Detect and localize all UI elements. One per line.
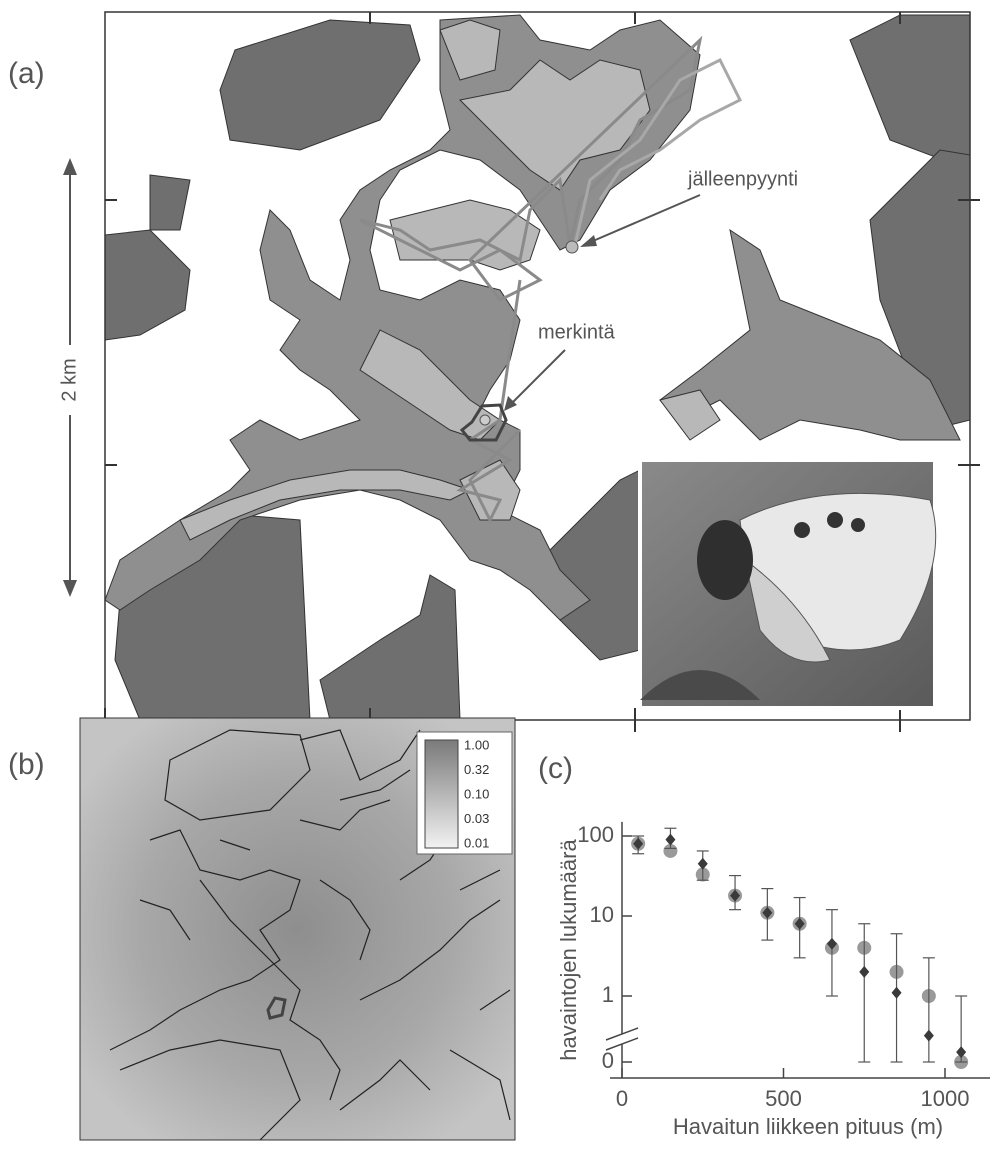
colorbar-label: 0.01 (464, 835, 489, 850)
y-axis-label: havaintojen lukumäärä (556, 839, 581, 1061)
inset-photo (640, 460, 936, 708)
recapture-point (566, 241, 578, 253)
y-tick-label: 1 (602, 982, 614, 1007)
marking-label: merkintä (538, 321, 616, 343)
diamond-marker (859, 966, 869, 978)
y-tick-label: 10 (590, 902, 614, 927)
colorbar-label: 0.32 (464, 762, 489, 777)
panel-label: (c) (538, 752, 573, 785)
diamond-marker (924, 1030, 934, 1042)
scale-label: 2 km (58, 358, 80, 401)
diamond-marker (665, 834, 675, 846)
figure: (a) 2 km jälleenpyynti merkintä (b) 1.00… (0, 0, 996, 1146)
diamond-marker (892, 987, 902, 999)
x-tick-label: 500 (765, 1086, 802, 1111)
arrowhead (504, 396, 517, 411)
y-tick-label: 0 (602, 1048, 614, 1073)
x-tick-label: 0 (616, 1086, 628, 1111)
panel-label: (b) (8, 748, 45, 781)
colorbar-label: 0.03 (464, 811, 489, 826)
arrowhead (580, 235, 597, 247)
recapture-label: jälleenpyynti (687, 168, 798, 190)
y-tick-label: 100 (577, 822, 614, 847)
marking-point (480, 415, 490, 425)
diamond-marker (698, 858, 708, 870)
x-axis-label: Havaitun liikkeen pituus (m) (673, 1114, 943, 1139)
panel-label: (a) (8, 57, 45, 90)
error-bar (923, 958, 935, 1062)
x-tick-label: 1000 (921, 1086, 970, 1111)
colorbar-label: 1.00 (464, 737, 489, 752)
annotation-arrow (510, 350, 565, 405)
axis-break-gap (612, 1034, 632, 1044)
colorbar-label: 0.10 (464, 786, 489, 801)
